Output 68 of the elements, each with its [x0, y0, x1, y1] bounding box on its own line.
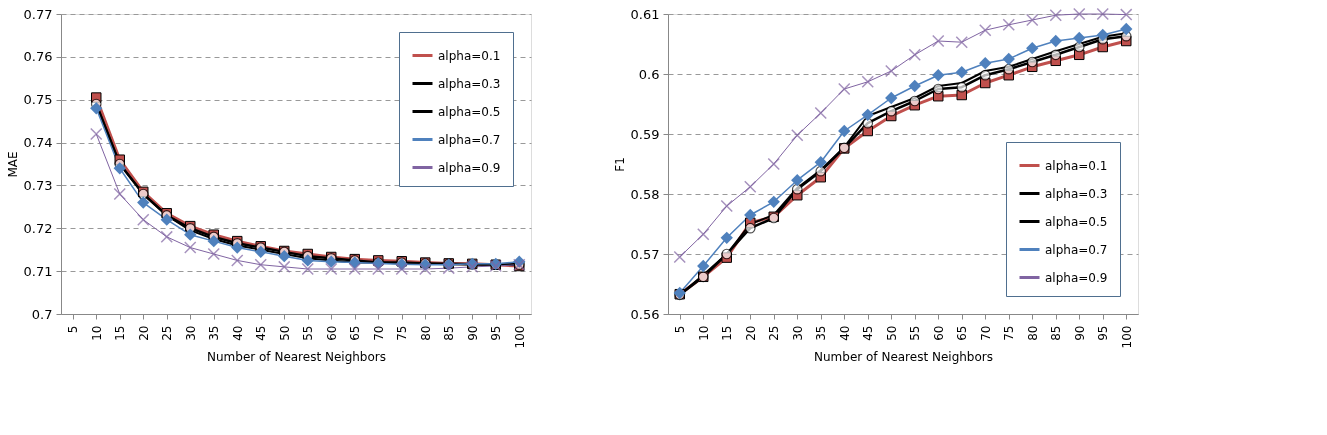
x-tick-label: 75: [1002, 325, 1017, 341]
legend-label: alpha=0.7: [438, 132, 501, 147]
legend-label: alpha=0.1: [438, 48, 501, 63]
x-tick-label: 5: [673, 325, 688, 334]
x-tick-label: 20: [136, 325, 151, 341]
x-tick-label: 60: [324, 325, 339, 341]
legend-label: alpha=0.7: [1045, 242, 1108, 257]
legend-label: alpha=0.9: [1045, 270, 1108, 285]
x-tick-label: 60: [931, 325, 946, 341]
x-tick-label: 65: [955, 325, 970, 341]
y-tick-label: 0.7: [31, 306, 53, 322]
x-tick-label: 10: [89, 325, 104, 341]
x-tick-label: 100: [1119, 325, 1134, 349]
legend-label: alpha=0.5: [1045, 214, 1108, 229]
x-tick-label: 50: [277, 325, 292, 341]
legend-label: alpha=0.1: [1045, 158, 1108, 173]
x-tick-label: 20: [743, 325, 758, 341]
x-tick-label: 90: [1072, 325, 1087, 341]
x-tick-label: 35: [207, 325, 222, 341]
x-tick-label: 95: [1096, 325, 1111, 341]
y-tick-label: 0.72: [23, 220, 53, 236]
legend-label: alpha=0.5: [438, 104, 501, 119]
x-tick-label: 85: [1049, 325, 1064, 341]
y-tick-label: 0.6: [638, 66, 660, 82]
x-tick-label: 15: [720, 325, 735, 341]
y-tick-label: 0.57: [630, 246, 660, 262]
x-tick-label: 70: [371, 325, 386, 341]
x-tick-label: 35: [814, 325, 829, 341]
y-axis-title: F1: [612, 157, 627, 172]
y-tick-label: 0.71: [23, 263, 53, 279]
x-tick-label: 50: [884, 325, 899, 341]
x-tick-label: 25: [767, 325, 782, 341]
x-axis-title: Number of Nearest Neighbors: [814, 350, 993, 365]
x-tick-label: 85: [442, 325, 457, 341]
y-tick-label: 0.75: [23, 92, 53, 108]
legend-label: alpha=0.3: [438, 76, 501, 91]
x-tick-label: 90: [465, 325, 480, 341]
x-tick-label: 30: [790, 325, 805, 341]
x-tick-label: 75: [395, 325, 410, 341]
x-tick-label: 5: [66, 325, 81, 334]
y-tick-label: 0.76: [23, 49, 53, 65]
y-axis-title: MAE: [5, 151, 20, 178]
y-tick-label: 0.56: [630, 306, 660, 322]
x-tick-label: 55: [301, 325, 316, 341]
y-tick-label: 0.61: [630, 6, 660, 22]
x-tick-label: 80: [418, 325, 433, 341]
x-tick-label: 65: [348, 325, 363, 341]
x-tick-label: 70: [978, 325, 993, 341]
x-tick-label: 25: [160, 325, 175, 341]
x-axis-title: Number of Nearest Neighbors: [207, 350, 386, 365]
x-tick-label: 55: [908, 325, 923, 341]
y-tick-label: 0.77: [23, 6, 53, 22]
y-tick-label: 0.59: [630, 126, 660, 142]
x-tick-label: 95: [489, 325, 504, 341]
legend-label: alpha=0.3: [1045, 186, 1108, 201]
x-tick-label: 40: [837, 325, 852, 341]
x-tick-label: 45: [861, 325, 876, 341]
y-tick-label: 0.73: [23, 177, 53, 193]
x-tick-label: 10: [696, 325, 711, 341]
x-tick-label: 40: [230, 325, 245, 341]
x-tick-label: 100: [512, 325, 527, 349]
x-tick-label: 15: [113, 325, 128, 341]
x-tick-label: 80: [1025, 325, 1040, 341]
x-tick-label: 45: [254, 325, 269, 341]
legend-label: alpha=0.9: [438, 160, 501, 175]
y-tick-label: 0.74: [23, 135, 53, 151]
y-tick-label: 0.58: [630, 186, 660, 202]
x-tick-label: 30: [183, 325, 198, 341]
